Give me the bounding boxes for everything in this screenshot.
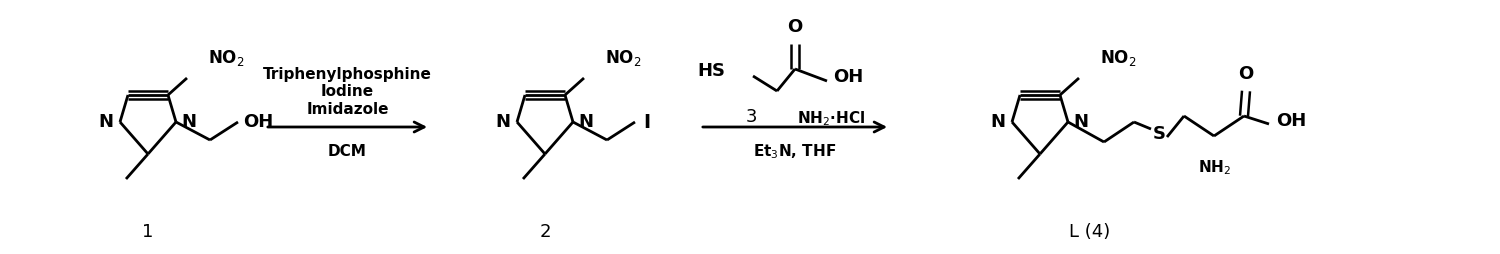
Text: N: N — [98, 113, 112, 131]
Text: NH$_2$: NH$_2$ — [1197, 158, 1230, 177]
Text: OH: OH — [833, 68, 864, 86]
Text: O: O — [1239, 65, 1254, 83]
Text: 2: 2 — [540, 223, 550, 241]
Text: L (4): L (4) — [1070, 223, 1110, 241]
Text: HS: HS — [698, 62, 724, 80]
Text: OH: OH — [1276, 112, 1306, 130]
Text: OH: OH — [243, 113, 273, 131]
Text: N: N — [578, 113, 592, 131]
Text: NO$_2$: NO$_2$ — [209, 48, 245, 68]
Text: Iodine: Iodine — [321, 85, 374, 100]
Text: O: O — [788, 18, 802, 36]
Text: N: N — [495, 113, 510, 131]
Text: N: N — [182, 113, 196, 131]
Text: N: N — [990, 113, 1005, 131]
Text: 3: 3 — [746, 108, 758, 126]
Text: NO$_2$: NO$_2$ — [604, 48, 642, 68]
Text: N: N — [1072, 113, 1088, 131]
Text: NO$_2$: NO$_2$ — [1100, 48, 1137, 68]
Text: Triphenylphosphine: Triphenylphosphine — [262, 68, 432, 83]
Text: I: I — [644, 113, 650, 132]
Text: Et$_3$N, THF: Et$_3$N, THF — [753, 143, 837, 161]
Text: NH$_2$·HCl: NH$_2$·HCl — [796, 109, 865, 128]
Text: DCM: DCM — [328, 145, 368, 160]
Text: S: S — [1152, 125, 1166, 143]
Text: 1: 1 — [142, 223, 153, 241]
Text: Imidazole: Imidazole — [306, 102, 388, 117]
